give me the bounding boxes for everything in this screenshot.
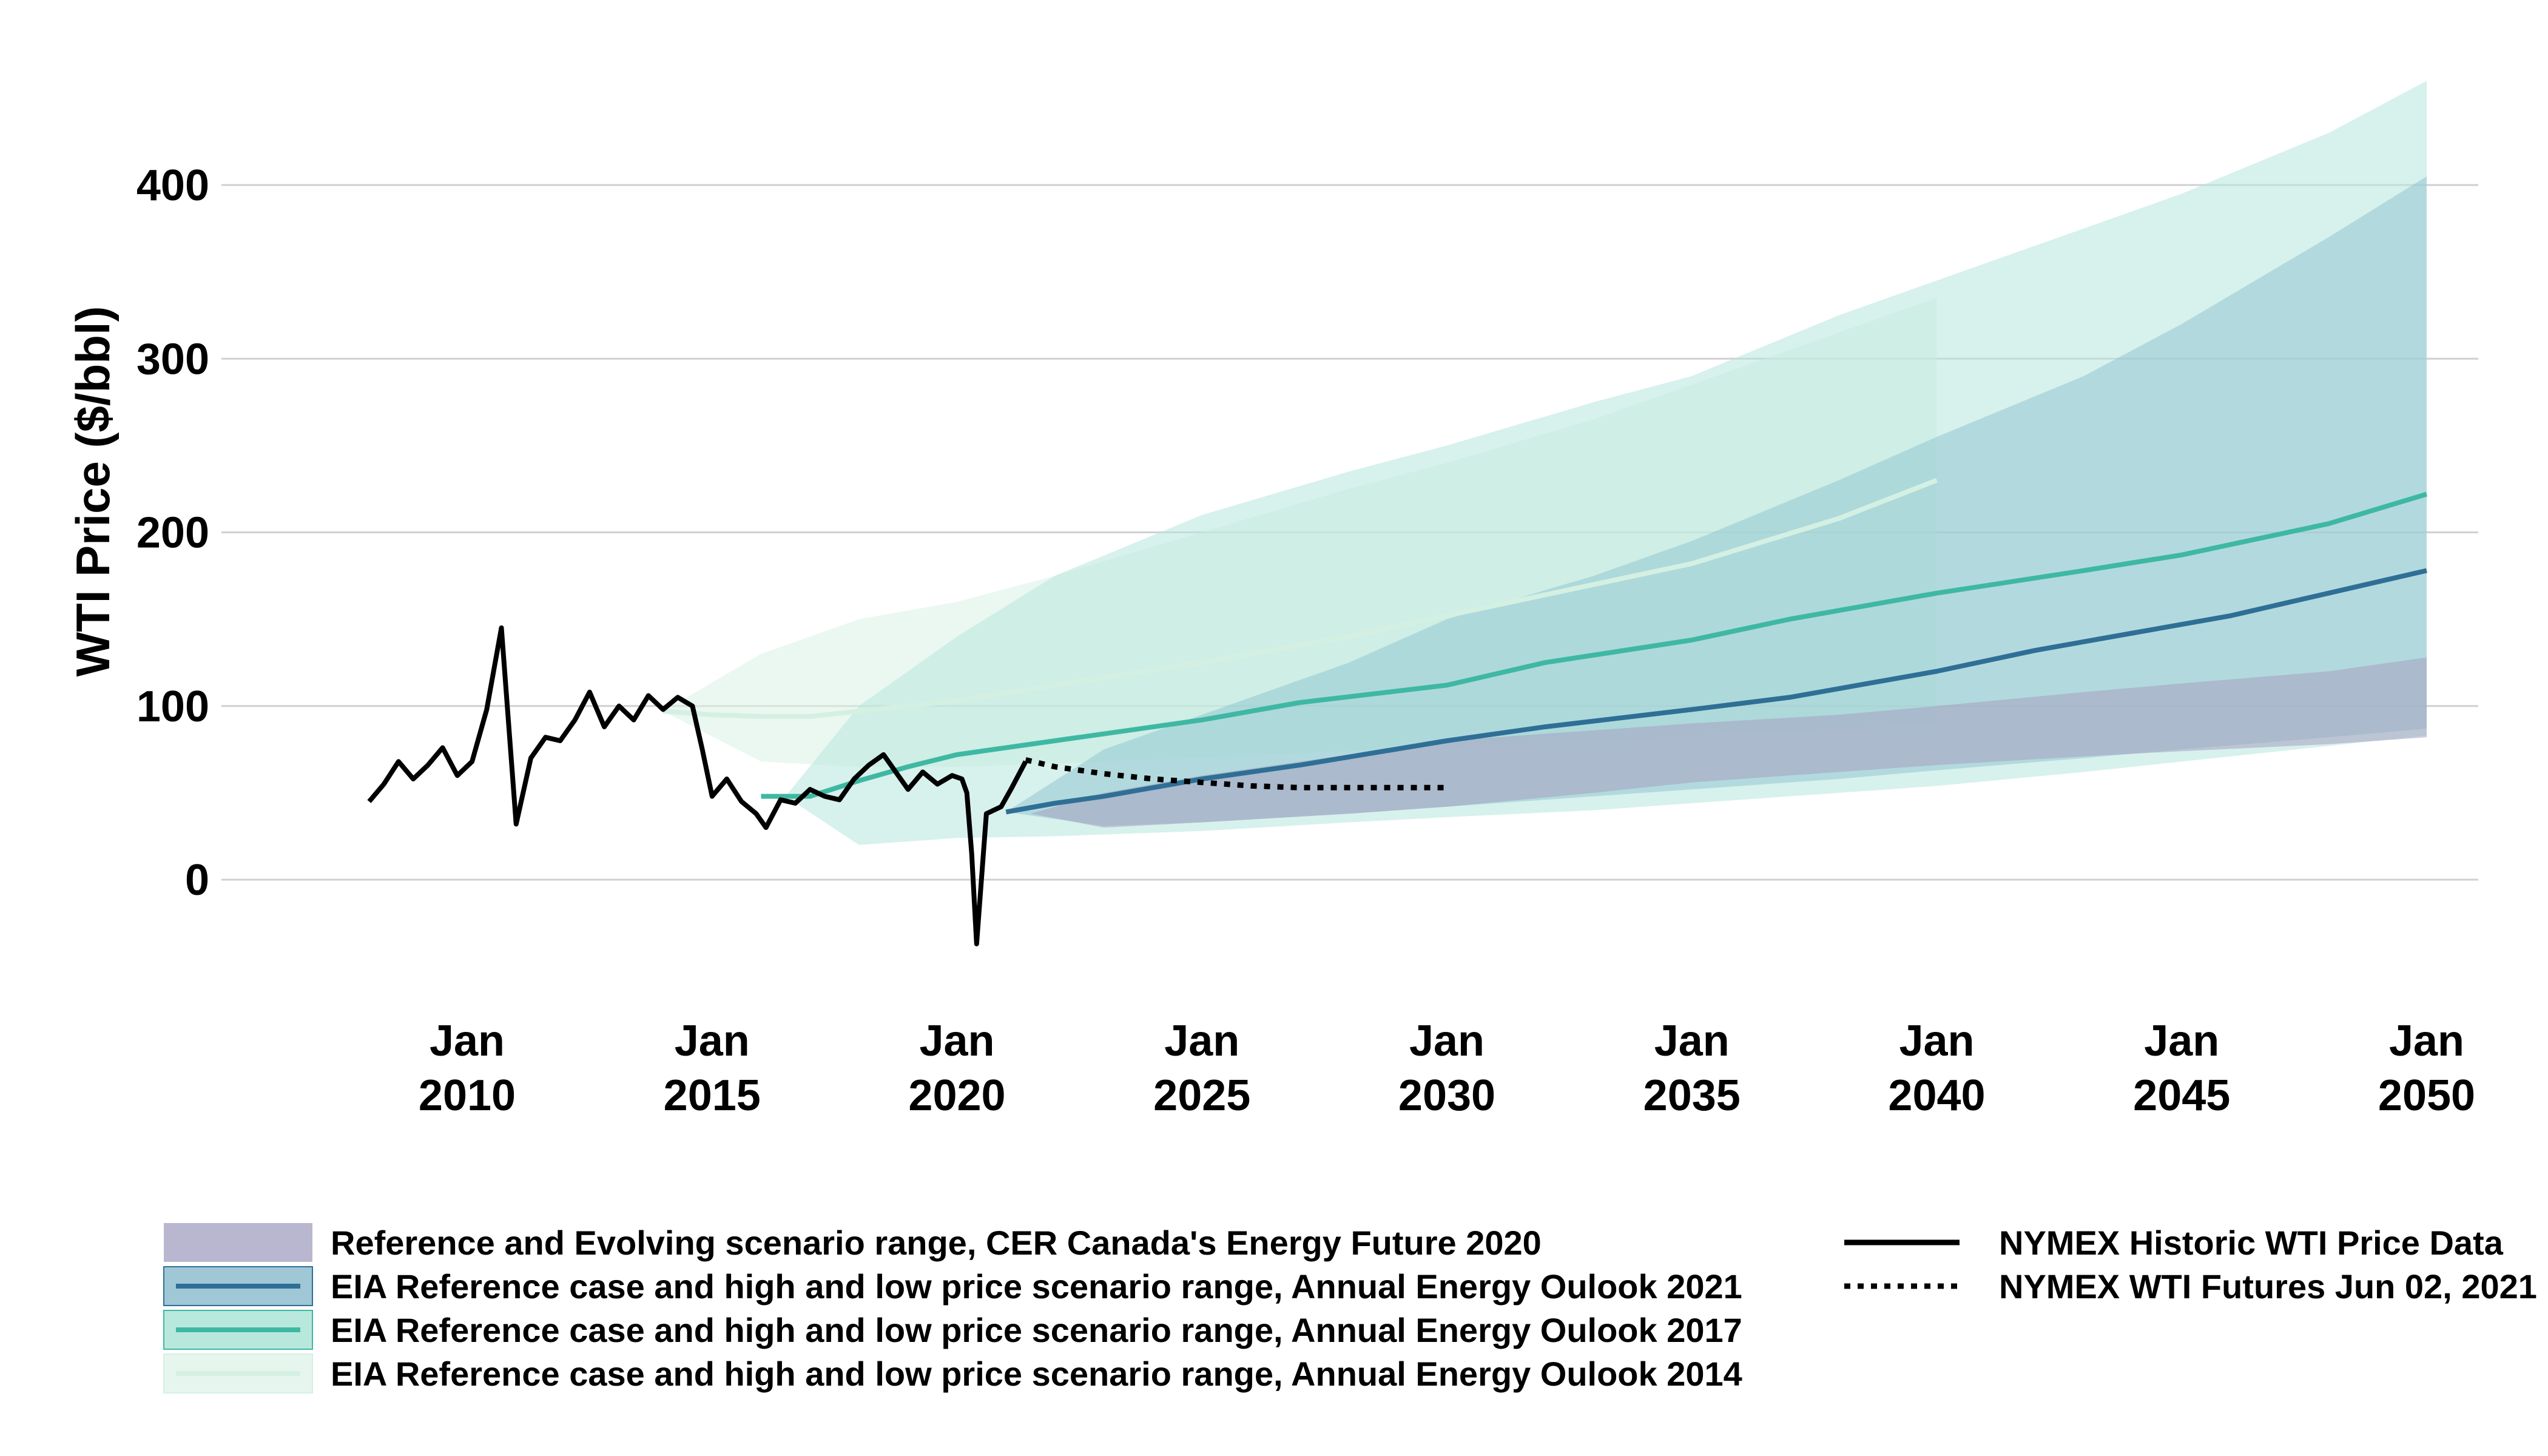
legend-label: Reference and Evolving scenario range, C… [331,1224,1542,1262]
x-tick-label: Jan [919,1017,994,1065]
x-tick-label: 2010 [419,1071,516,1120]
legend-label: EIA Reference case and high and low pric… [331,1311,1742,1349]
scenario-band [1030,657,2427,828]
x-tick-label: 2040 [1888,1071,1985,1120]
y-tick-label: 300 [136,335,209,383]
y-tick-label: 400 [136,161,209,210]
scenario-bands [663,81,2427,845]
y-axis-title: WTI Price ($/bbl) [66,306,120,676]
x-tick-label: Jan [430,1017,505,1065]
legend-label: EIA Reference case and high and low pric… [331,1267,1742,1306]
x-tick-label: Jan [1899,1017,1974,1065]
legend-swatch [164,1223,312,1262]
x-tick-label: 2020 [908,1071,1005,1120]
x-tick-label: Jan [1654,1017,1730,1065]
x-tick-label: 2015 [664,1071,761,1120]
x-tick-label: Jan [1409,1017,1485,1065]
legend-label: NYMEX WTI Futures Jun 02, 2021 [1999,1267,2537,1306]
y-tick-label: 200 [136,509,209,558]
y-tick-label: 0 [185,856,209,905]
legend-label: NYMEX Historic WTI Price Data [1999,1224,2504,1262]
x-tick-label: 2045 [2133,1071,2230,1120]
series-line [761,491,2428,799]
series-line [662,477,1938,719]
x-tick-label: Jan [2389,1017,2464,1065]
series-line [1025,757,1447,790]
x-tick-label: 2030 [1398,1071,1495,1120]
x-axis-ticks: Jan 2010 Jan 2015 Jan 2020 Jan 2025 Jan 2030 Jan 20… [419,1017,2475,1120]
x-tick-label: Jan [1164,1017,1239,1065]
x-tick-label: 2025 [1153,1071,1250,1120]
legend: Reference and Evolving scenario range, C… [163,1223,2537,1394]
legend-label: EIA Reference case and high and low pric… [331,1355,1742,1393]
price-series [367,477,2428,946]
x-tick-label: Jan [2144,1017,2219,1065]
series-line [1005,568,2427,815]
y-tick-label: 100 [136,682,209,731]
x-tick-label: Jan [675,1017,750,1065]
x-tick-label: 2035 [1643,1071,1741,1120]
x-tick-label: 2050 [2378,1071,2475,1120]
y-axis-ticks: 0 100 200 300 400 [136,161,209,905]
scenario-band [1006,176,2427,826]
series-line [367,625,1028,946]
